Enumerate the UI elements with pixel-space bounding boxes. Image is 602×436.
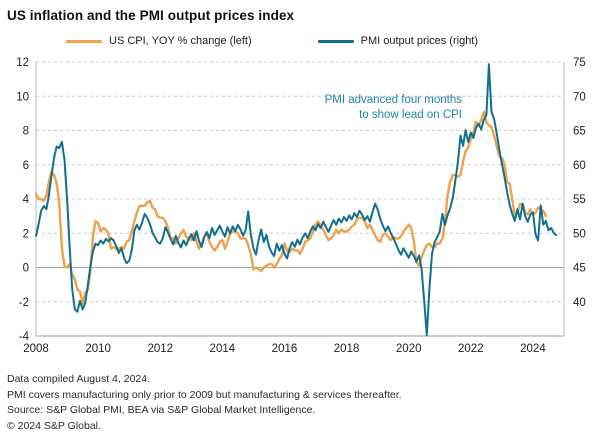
svg-text:0: 0 [23, 263, 29, 275]
svg-text:40: 40 [573, 297, 586, 309]
legend-item-cpi: US CPI, YOY % change (left) [66, 35, 252, 47]
svg-text:to show lead on CPI: to show lead on CPI [359, 109, 462, 121]
chart-title: US inflation and the PMI output prices i… [7, 8, 295, 23]
svg-text:45: 45 [573, 263, 586, 275]
svg-text:12: 12 [16, 57, 29, 69]
svg-text:70: 70 [573, 91, 586, 103]
svg-text:4: 4 [23, 194, 30, 206]
svg-text:50: 50 [573, 228, 586, 240]
cpi-line-swatch-icon [66, 39, 102, 43]
footnote-coverage: PMI covers manufacturing only prior to 2… [7, 388, 402, 401]
footnote-source: Source: S&P Global PMI, BEA via S&P Glob… [7, 404, 316, 416]
footnote-copyright: © 2024 S&P Global. [7, 419, 101, 432]
svg-text:65: 65 [573, 126, 586, 138]
svg-text:PMI advanced four months: PMI advanced four months [325, 94, 463, 106]
svg-text:2010: 2010 [85, 343, 111, 355]
chart-legend: US CPI, YOY % change (left) PMI output p… [66, 33, 602, 49]
svg-text:2020: 2020 [396, 343, 422, 355]
svg-text:2008: 2008 [23, 343, 49, 355]
svg-text:2014: 2014 [210, 343, 236, 355]
svg-text:2024: 2024 [520, 343, 546, 355]
svg-text:75: 75 [573, 57, 586, 69]
svg-text:-4: -4 [19, 331, 30, 343]
legend-label-cpi: US CPI, YOY % change (left) [109, 35, 252, 47]
pmi-line-swatch-icon [317, 39, 354, 43]
svg-text:2: 2 [23, 228, 29, 240]
svg-text:2012: 2012 [147, 343, 173, 355]
svg-text:2022: 2022 [458, 343, 484, 355]
legend-item-pmi: PMI output prices (right) [317, 35, 479, 47]
svg-text:6: 6 [23, 160, 29, 172]
svg-text:2018: 2018 [334, 343, 360, 355]
svg-text:2016: 2016 [272, 343, 298, 355]
chart-footnotes: Data compiled August 4, 2024. PMI covers… [0, 368, 602, 434]
chart-area: 12 75 10 70 8 65 6 60 4 55 2 50 0 45 -2 40 -4 2008 2010 201… [0, 51, 602, 368]
svg-text:55: 55 [573, 194, 586, 206]
svg-text:-2: -2 [19, 297, 29, 309]
legend-label-pmi: PMI output prices (right) [360, 35, 479, 47]
svg-text:10: 10 [16, 91, 29, 103]
svg-text:60: 60 [573, 160, 586, 172]
footnote-compiled: Data compiled August 4, 2024. [7, 373, 151, 385]
svg-text:8: 8 [23, 126, 29, 138]
